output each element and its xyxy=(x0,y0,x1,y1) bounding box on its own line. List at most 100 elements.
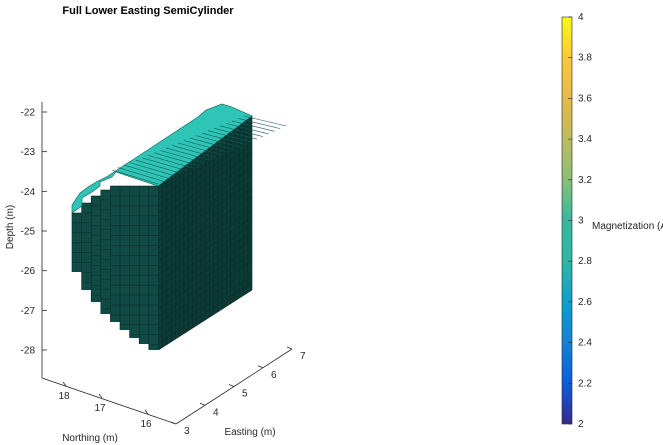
x-tick-mark xyxy=(199,402,206,406)
side-grid-line xyxy=(158,282,253,344)
top-grid-line xyxy=(171,145,217,158)
x-tick-label: 5 xyxy=(242,389,248,400)
side-grid-line xyxy=(158,202,253,269)
z-tick-label: -22 xyxy=(21,108,36,119)
front-face-column xyxy=(91,196,101,302)
z-tick-label: -28 xyxy=(21,346,36,357)
front-face-column xyxy=(139,186,149,344)
z-tick-label: -23 xyxy=(21,147,36,158)
y-tick-label: 17 xyxy=(94,403,106,414)
colorbar-tick-label: 2.2 xyxy=(578,378,592,389)
top-grid-line xyxy=(165,147,211,161)
z-tick-label: -26 xyxy=(21,266,36,277)
side-grid-line xyxy=(158,152,253,221)
side-grid-line xyxy=(158,267,253,330)
top-grid-line xyxy=(177,142,223,156)
side-grid-line xyxy=(158,246,253,310)
side-grid-line xyxy=(158,224,253,289)
colorbar-tick-label: 2 xyxy=(578,419,584,430)
colorbar-tick-label: 3 xyxy=(578,216,584,227)
top-grid-line xyxy=(147,154,194,169)
x-tick-mark xyxy=(228,384,235,387)
colorbar-tick-label: 4 xyxy=(578,12,584,23)
side-grid-line xyxy=(158,188,253,255)
top-grid-line xyxy=(189,137,234,151)
colorbar-tick-group: 2 2.2 2.4 2.6 2.8 3 3.2 3.4 3.6 3.8 4 xyxy=(568,12,592,430)
z-tick-label: -27 xyxy=(21,306,36,317)
x-tick-group: 3 4 5 6 7 xyxy=(170,346,306,437)
z-axis-label: Depth (m) xyxy=(5,205,16,249)
top-grid-line xyxy=(141,157,188,172)
front-face-column xyxy=(148,186,159,350)
side-grid-line xyxy=(158,253,253,317)
side-grid-line xyxy=(158,144,253,214)
colorbar-tick-label: 2.4 xyxy=(578,338,592,349)
top-grid-line xyxy=(129,162,176,177)
top-grid-line xyxy=(231,120,275,132)
side-grid-line xyxy=(158,195,253,262)
top-grid-line xyxy=(243,115,287,127)
top-grid-line xyxy=(237,118,281,129)
side-grid-line xyxy=(158,260,253,323)
y-axis-label: Northing (m) xyxy=(62,433,118,444)
top-grid-line xyxy=(111,169,159,185)
y-axis-line xyxy=(41,377,177,425)
top-grid-line xyxy=(207,130,252,143)
colorbar-label: Magnetization (A/m) xyxy=(592,221,663,232)
x-tick-mark xyxy=(170,421,177,425)
side-grid-line xyxy=(158,231,253,296)
top-grid-line xyxy=(219,125,263,137)
y-tick-mark xyxy=(144,409,149,415)
colorbar-tick-label: 3.4 xyxy=(578,134,592,145)
top-grid-line xyxy=(201,132,246,145)
side-grid-line xyxy=(158,173,253,241)
colorbar-tick-label: 3.6 xyxy=(578,93,592,104)
colorbar-tick-label: 2.8 xyxy=(578,256,592,267)
side-grid-line xyxy=(158,166,253,235)
side-grid-line xyxy=(158,181,253,248)
colorbar-tick-label: 3.2 xyxy=(578,175,592,186)
top-grid-line xyxy=(159,150,205,164)
top-grid-line xyxy=(123,164,170,180)
top-face xyxy=(71,103,253,214)
z-tick-group: -22 -23 -24 -25 -26 -27 -28 xyxy=(21,108,47,357)
y-tick-mark xyxy=(98,393,103,399)
front-face-column xyxy=(120,186,130,330)
x-axis-label: Easting (m) xyxy=(224,427,275,438)
x-tick-label: 6 xyxy=(271,370,277,381)
front-face-column xyxy=(129,186,140,338)
side-grid-line xyxy=(158,210,253,276)
front-face-column xyxy=(100,190,111,314)
side-grid-line xyxy=(158,289,253,351)
top-grid-line xyxy=(225,123,269,135)
top-grid-line xyxy=(195,135,240,148)
x-tick-label: 7 xyxy=(300,351,306,362)
y-tick-group: 16 17 18 xyxy=(58,381,152,430)
colorbar-tick-label: 3.8 xyxy=(578,53,592,64)
side-grid-line xyxy=(158,275,253,337)
z-tick-label: -24 xyxy=(21,187,36,198)
colorbar: 2 2.2 2.4 2.6 2.8 3 3.2 3.4 3.6 3.8 4 Magnetizatio… xyxy=(561,12,663,430)
front-face-column xyxy=(110,186,120,322)
x-tick-mark xyxy=(286,346,293,350)
side-grid-line xyxy=(158,217,253,282)
side-grid-line xyxy=(158,239,253,303)
top-grid-line xyxy=(153,152,199,166)
side-grid-line xyxy=(158,159,253,228)
side-grid-line xyxy=(158,123,253,194)
y-tick-mark xyxy=(62,381,67,387)
top-grid-line xyxy=(117,167,164,182)
x-tick-mark xyxy=(257,365,264,369)
chart-title: Full Lower Easting SemiCylinder xyxy=(62,5,234,17)
z-tick-label: -25 xyxy=(21,227,36,238)
top-grid-line xyxy=(135,159,182,174)
front-face-column xyxy=(81,203,92,290)
x-tick-label: 4 xyxy=(213,407,219,418)
y-tick-label: 18 xyxy=(58,391,70,402)
colorbar-tick-label: 2.6 xyxy=(578,297,592,308)
y-tick-label: 16 xyxy=(140,419,152,430)
top-grid-line xyxy=(213,127,258,140)
side-grid-line xyxy=(158,137,253,207)
top-grid-line xyxy=(183,140,228,153)
